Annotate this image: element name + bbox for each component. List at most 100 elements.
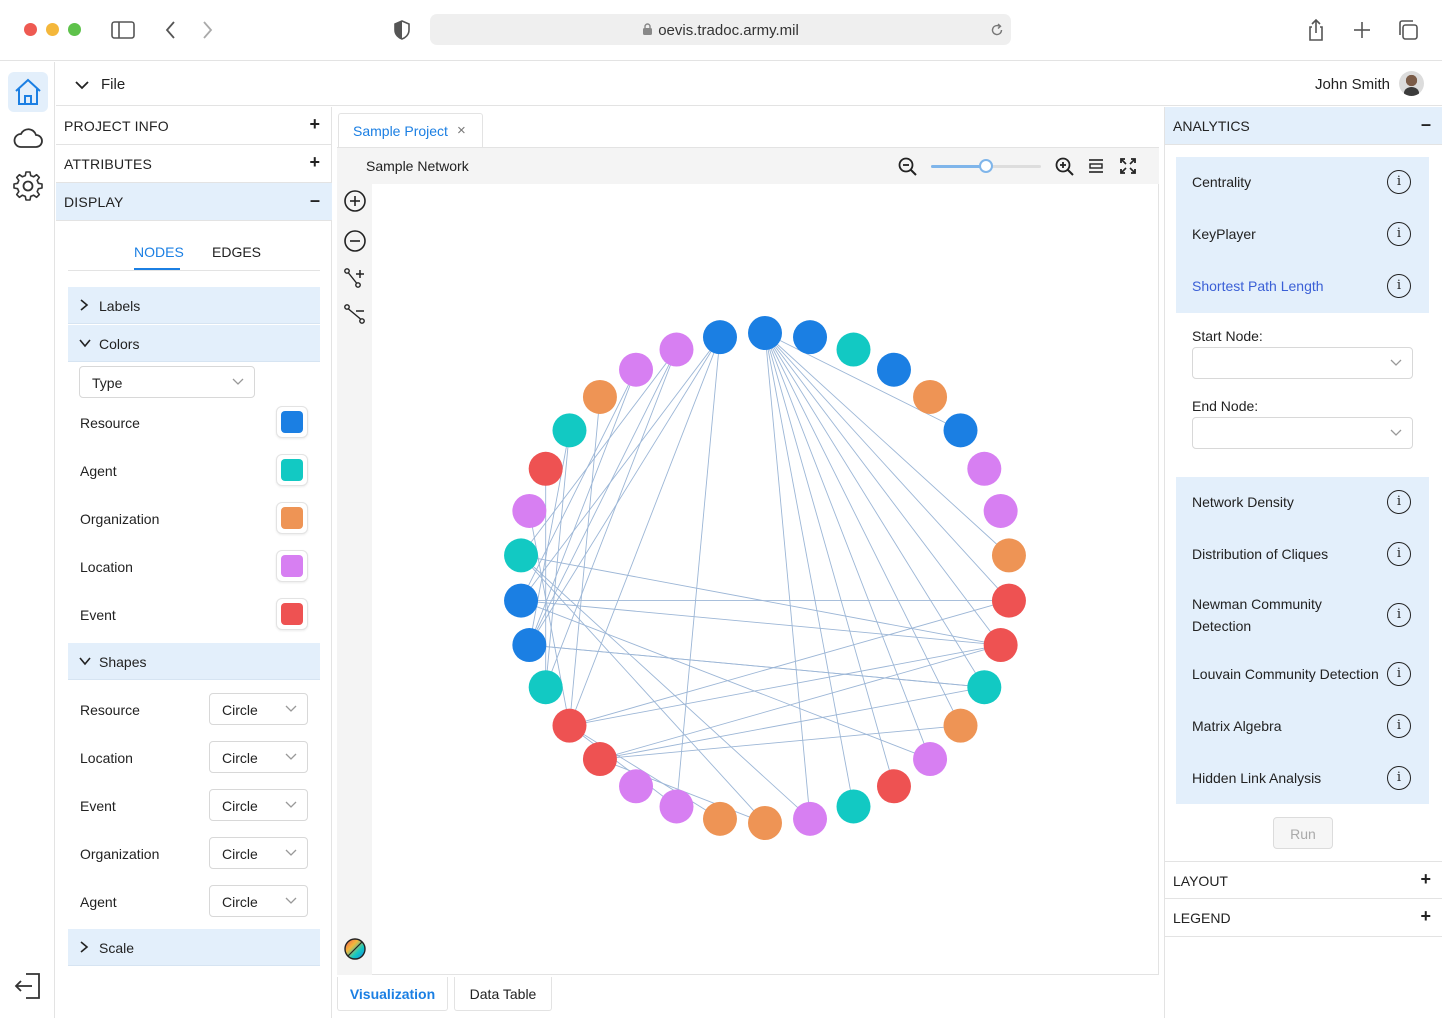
graph-edge[interactable] xyxy=(764,332,1010,556)
settings-button[interactable] xyxy=(8,166,48,206)
info-icon[interactable] xyxy=(1387,274,1411,298)
graph-edge[interactable] xyxy=(520,555,811,820)
graph-edge[interactable] xyxy=(569,644,1001,727)
end-node-select[interactable] xyxy=(1192,417,1413,449)
shape-select[interactable]: Circle xyxy=(209,741,308,773)
color-by-select[interactable]: Type xyxy=(79,366,255,398)
graph-node[interactable] xyxy=(943,708,978,743)
home-button[interactable] xyxy=(8,72,48,112)
graph-node[interactable] xyxy=(967,670,1002,705)
graph-edge[interactable] xyxy=(520,555,766,824)
start-node-select[interactable] xyxy=(1192,347,1413,379)
zoom-out-icon[interactable] xyxy=(897,156,919,178)
network-graph[interactable] xyxy=(372,184,1159,975)
color-swatch-button[interactable] xyxy=(276,406,308,438)
graph-edge[interactable] xyxy=(528,430,570,646)
close-window-button[interactable] xyxy=(24,23,37,36)
graph-node[interactable] xyxy=(793,801,828,836)
info-icon[interactable] xyxy=(1387,662,1411,686)
graph-edge[interactable] xyxy=(764,332,1010,601)
scale-header[interactable]: Scale xyxy=(68,929,320,966)
graph-edge[interactable] xyxy=(599,725,961,760)
color-swatch-button[interactable] xyxy=(276,598,308,630)
close-icon[interactable]: × xyxy=(457,122,466,139)
graph-node[interactable] xyxy=(582,379,617,414)
graph-edge[interactable] xyxy=(528,369,637,646)
logout-button[interactable] xyxy=(8,966,48,1006)
tab-data-table[interactable]: Data Table xyxy=(454,977,552,1011)
shape-select[interactable]: Circle xyxy=(209,885,308,917)
graph-node[interactable] xyxy=(528,670,563,705)
add-edge-icon[interactable] xyxy=(343,266,367,290)
color-palette-icon[interactable] xyxy=(343,937,367,961)
graph-edge[interactable] xyxy=(764,332,854,807)
graph-node[interactable] xyxy=(836,789,871,824)
graph-edge[interactable] xyxy=(520,336,721,601)
attributes-section[interactable]: ATTRIBUTES + xyxy=(56,145,332,183)
graph-edge[interactable] xyxy=(529,644,985,688)
tab-sample-project[interactable]: Sample Project × xyxy=(338,113,483,147)
graph-node[interactable] xyxy=(702,801,737,836)
graph-edge[interactable] xyxy=(764,332,811,819)
tab-visualization[interactable]: Visualization xyxy=(337,977,448,1011)
graph-node[interactable] xyxy=(504,583,539,618)
shapes-header[interactable]: Shapes xyxy=(68,643,320,680)
graph-node[interactable] xyxy=(582,742,617,777)
forward-icon[interactable] xyxy=(194,17,220,43)
graph-edge[interactable] xyxy=(569,396,601,726)
tab-nodes[interactable]: NODES xyxy=(134,244,184,260)
graph-node[interactable] xyxy=(512,493,547,528)
graph-edge[interactable] xyxy=(569,337,721,726)
sidebar-toggle-icon[interactable] xyxy=(110,17,136,43)
graph-node[interactable] xyxy=(619,352,654,387)
graph-edge[interactable] xyxy=(599,686,985,760)
graph-node[interactable] xyxy=(967,451,1002,486)
avatar[interactable] xyxy=(1399,71,1424,96)
graph-node[interactable] xyxy=(659,789,694,824)
colors-header[interactable]: Colors xyxy=(68,325,320,362)
graph-node[interactable] xyxy=(836,332,871,367)
graph-edge[interactable] xyxy=(520,349,677,556)
graph-edge[interactable] xyxy=(545,349,677,688)
graph-node[interactable] xyxy=(748,806,782,840)
reload-icon[interactable] xyxy=(989,22,1005,38)
info-icon[interactable] xyxy=(1387,490,1411,514)
project-info-section[interactable]: PROJECT INFO + xyxy=(56,107,332,145)
graph-edge[interactable] xyxy=(764,332,985,688)
graph-edge[interactable] xyxy=(528,510,570,726)
new-tab-icon[interactable] xyxy=(1349,17,1375,43)
info-icon[interactable] xyxy=(1387,766,1411,790)
zoom-slider-handle[interactable] xyxy=(979,159,993,173)
graph-node[interactable] xyxy=(876,352,911,387)
network-canvas[interactable] xyxy=(372,184,1159,975)
graph-edge[interactable] xyxy=(528,336,721,646)
share-icon[interactable] xyxy=(1303,17,1329,43)
address-bar[interactable]: oevis.tradoc.army.mil xyxy=(430,14,1011,45)
graph-edge[interactable] xyxy=(545,430,570,688)
info-icon[interactable] xyxy=(1387,542,1411,566)
graph-node[interactable] xyxy=(876,769,911,804)
graph-node[interactable] xyxy=(991,538,1026,573)
fullscreen-icon[interactable] xyxy=(1118,156,1138,176)
graph-node[interactable] xyxy=(552,708,587,743)
color-swatch-button[interactable] xyxy=(276,454,308,486)
graph-node[interactable] xyxy=(991,583,1026,618)
color-swatch-button[interactable] xyxy=(276,550,308,582)
privacy-shield-icon[interactable] xyxy=(389,17,415,43)
legend-section[interactable]: LEGEND + xyxy=(1165,899,1442,937)
graph-edge[interactable] xyxy=(764,332,961,431)
graph-edge[interactable] xyxy=(764,332,1002,646)
cloud-button[interactable] xyxy=(8,118,48,158)
minimize-window-button[interactable] xyxy=(46,23,59,36)
graph-node[interactable] xyxy=(913,379,948,414)
graph-edge[interactable] xyxy=(520,369,637,601)
layout-section[interactable]: LAYOUT + xyxy=(1165,861,1442,899)
graph-node[interactable] xyxy=(659,332,694,367)
user-name[interactable]: John Smith xyxy=(1314,76,1390,93)
graph-node[interactable] xyxy=(512,628,547,663)
tab-edges[interactable]: EDGES xyxy=(212,244,262,260)
shape-select[interactable]: Circle xyxy=(209,789,308,821)
display-section[interactable]: DISPLAY – xyxy=(56,183,332,221)
graph-edge[interactable] xyxy=(764,332,961,726)
back-icon[interactable] xyxy=(158,17,184,43)
